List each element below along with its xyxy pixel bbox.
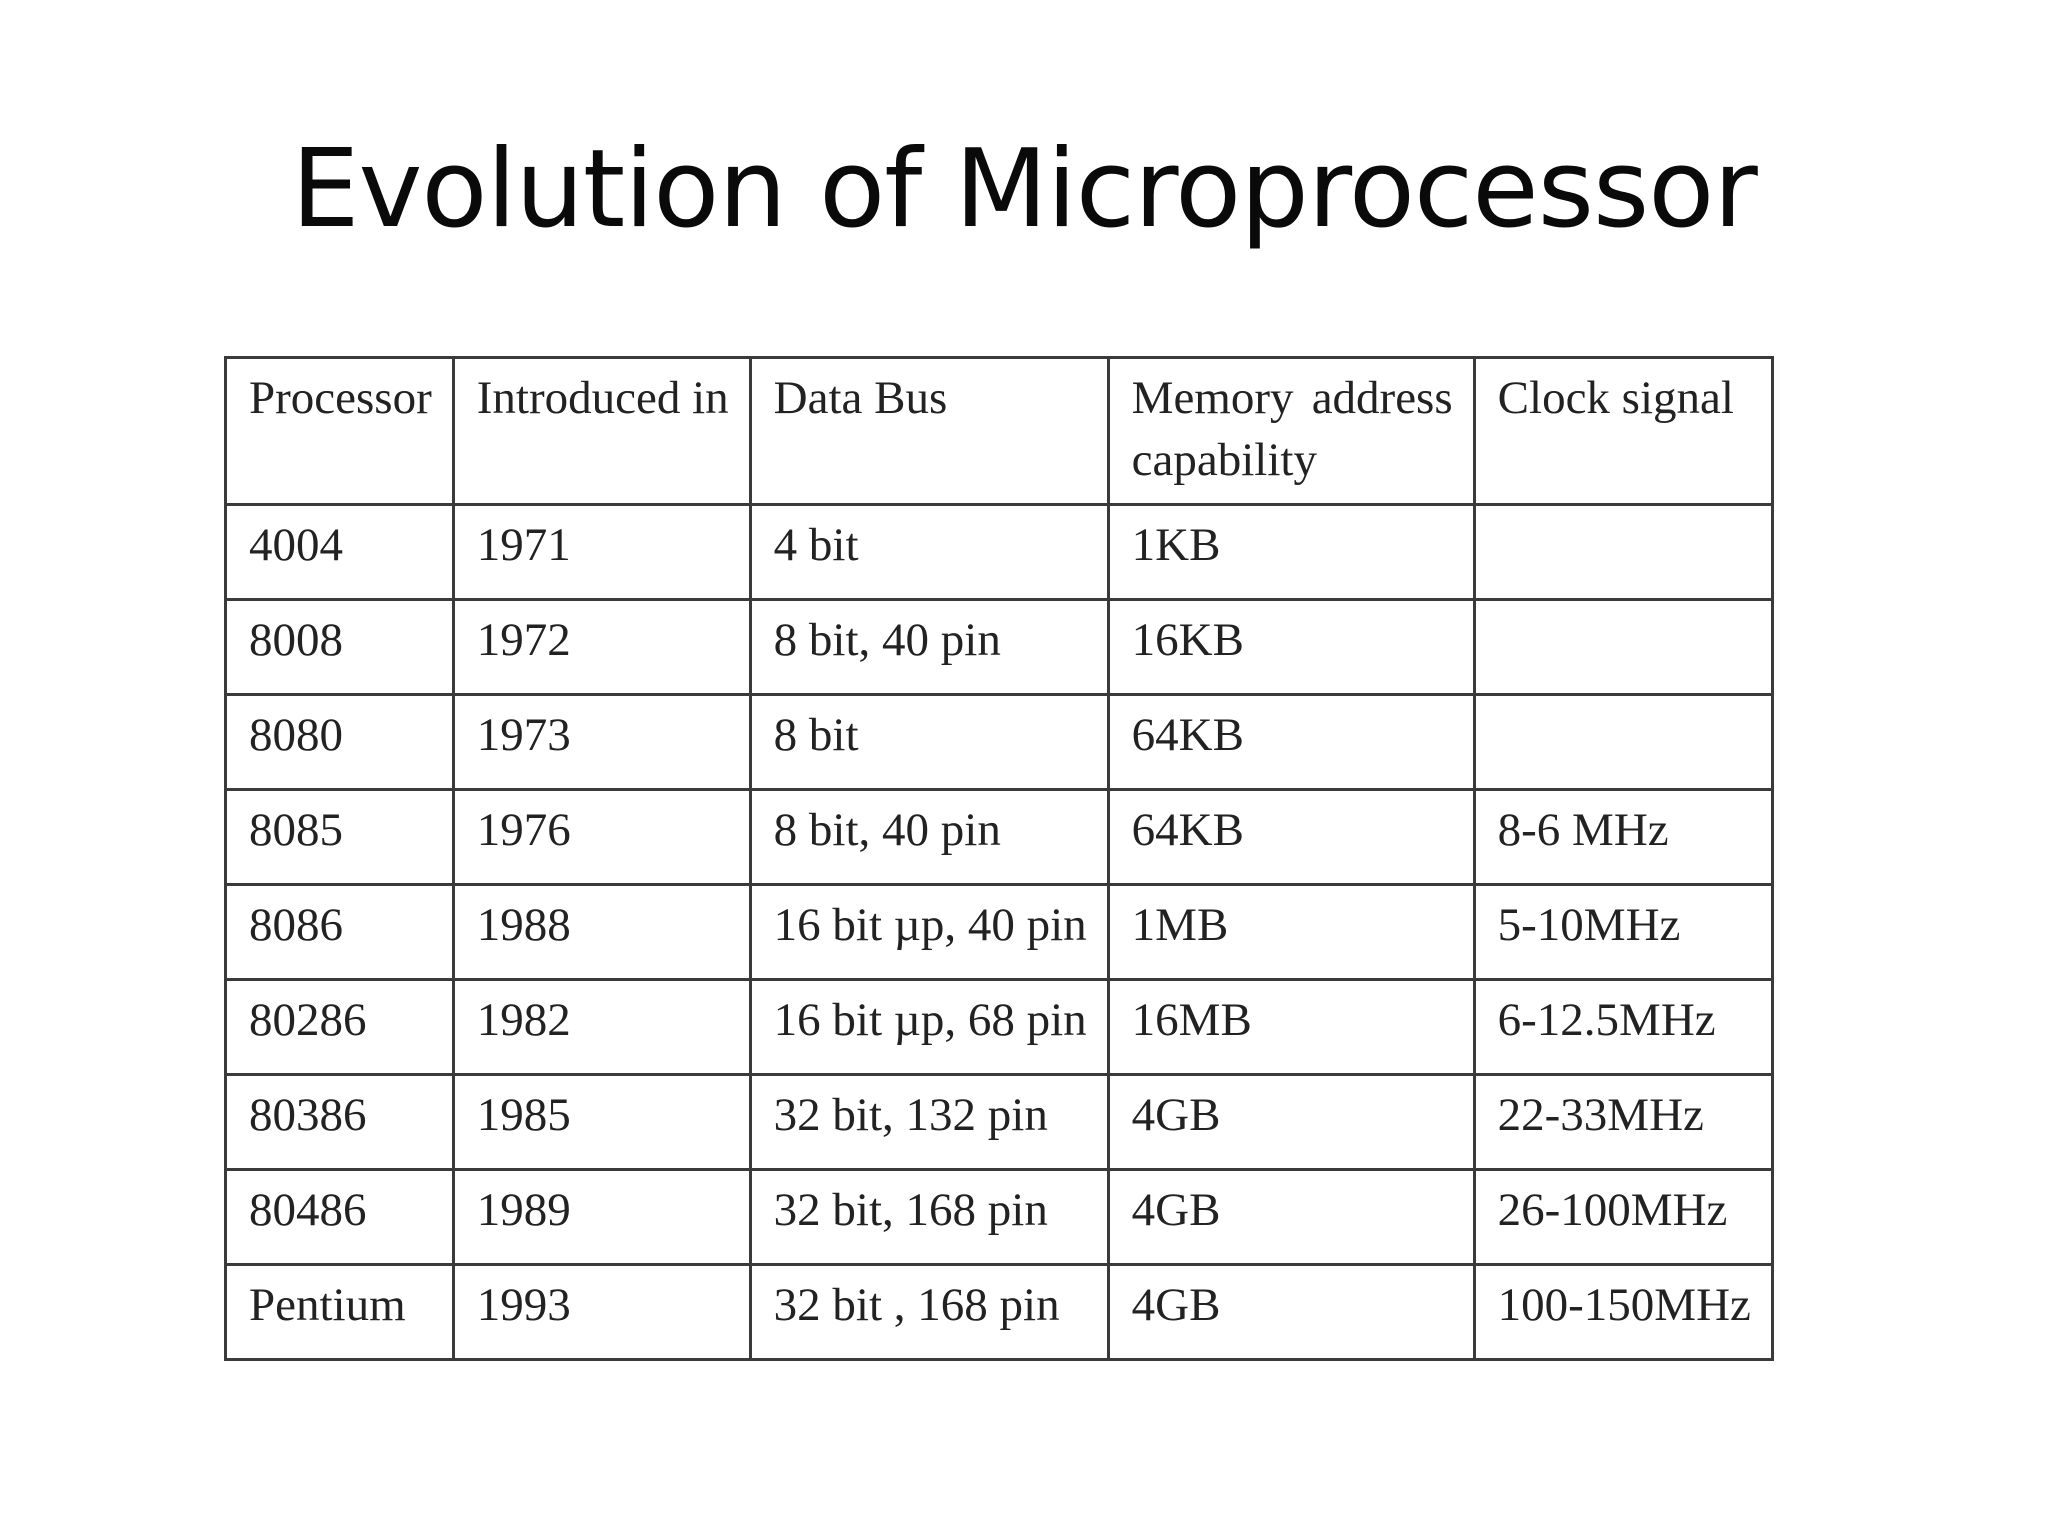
- header-memory-word1: Memory: [1131, 372, 1294, 424]
- cell-clock: [1472, 693, 1774, 791]
- header-memory-capability: Memory address capability: [1106, 356, 1476, 506]
- cell-introduced: 1989: [451, 1168, 752, 1266]
- cell-memory: 64KB: [1106, 693, 1476, 791]
- cell-clock: 6-12.5MHz: [1472, 978, 1774, 1076]
- cell-data-bus: 32 bit , 168 pin: [748, 1263, 1110, 1361]
- cell-data-bus: 4 bit: [748, 503, 1110, 601]
- cell-memory: 16KB: [1106, 598, 1476, 696]
- cell-memory: 64KB: [1106, 788, 1476, 886]
- cell-introduced: 1973: [451, 693, 752, 791]
- cell-memory: 4GB: [1106, 1263, 1476, 1361]
- cell-clock: 22-33MHz: [1472, 1073, 1774, 1171]
- header-memory-word2: address: [1311, 372, 1453, 424]
- cell-processor: 8086: [224, 883, 455, 981]
- cell-memory: 16MB: [1106, 978, 1476, 1076]
- table-row: 8085 1976 8 bit, 40 pin 64KB 8-6 MHz: [224, 788, 1774, 886]
- cell-processor: 8008: [224, 598, 455, 696]
- cell-memory: 1MB: [1106, 883, 1476, 981]
- cell-data-bus: 32 bit, 168 pin: [748, 1168, 1110, 1266]
- cell-memory: 4GB: [1106, 1168, 1476, 1266]
- cell-memory: 1KB: [1106, 503, 1476, 601]
- header-processor: Processor: [224, 356, 455, 506]
- cell-introduced: 1971: [451, 503, 752, 601]
- cell-processor: 80486: [224, 1168, 455, 1266]
- cell-processor: 4004: [224, 503, 455, 601]
- table-row: 80386 1985 32 bit, 132 pin 4GB 22-33MHz: [224, 1073, 1774, 1171]
- header-clock-signal: Clock signal: [1472, 356, 1774, 506]
- cell-processor: 80386: [224, 1073, 455, 1171]
- cell-memory: 4GB: [1106, 1073, 1476, 1171]
- header-memory-word3: capability: [1131, 434, 1317, 486]
- cell-processor: Pentium: [224, 1263, 455, 1361]
- cell-processor: 80286: [224, 978, 455, 1076]
- cell-processor: 8080: [224, 693, 455, 791]
- cell-introduced: 1982: [451, 978, 752, 1076]
- table-row: 8008 1972 8 bit, 40 pin 16KB: [224, 598, 1774, 696]
- cell-clock: [1472, 598, 1774, 696]
- cell-clock: 26-100MHz: [1472, 1168, 1774, 1266]
- header-data-bus: Data Bus: [748, 356, 1110, 506]
- cell-introduced: 1972: [451, 598, 752, 696]
- cell-clock: [1472, 503, 1774, 601]
- processor-table: Processor Introduced in Data Bus Memory …: [224, 356, 1774, 1361]
- table-row: 8086 1988 16 bit µp, 40 pin 1MB 5-10MHz: [224, 883, 1774, 981]
- cell-clock: 5-10MHz: [1472, 883, 1774, 981]
- cell-data-bus: 8 bit, 40 pin: [748, 598, 1110, 696]
- table-row: Pentium 1993 32 bit , 168 pin 4GB 100-15…: [224, 1263, 1774, 1361]
- table-row: 80286 1982 16 bit µp, 68 pin 16MB 6-12.5…: [224, 978, 1774, 1076]
- slide-title: Evolution of Microprocessor: [291, 127, 1758, 252]
- cell-introduced: 1985: [451, 1073, 752, 1171]
- table-row: 80486 1989 32 bit, 168 pin 4GB 26-100MHz: [224, 1168, 1774, 1266]
- cell-data-bus: 8 bit: [748, 693, 1110, 791]
- cell-clock: 8-6 MHz: [1472, 788, 1774, 886]
- processor-table-container: Processor Introduced in Data Bus Memory …: [224, 356, 1774, 1361]
- cell-data-bus: 16 bit µp, 40 pin: [748, 883, 1110, 981]
- cell-clock: 100-150MHz: [1472, 1263, 1774, 1361]
- cell-data-bus: 16 bit µp, 68 pin: [748, 978, 1110, 1076]
- header-introduced: Introduced in: [451, 356, 752, 506]
- cell-data-bus: 8 bit, 40 pin: [748, 788, 1110, 886]
- table-header-row: Processor Introduced in Data Bus Memory …: [224, 356, 1774, 506]
- table-row: 4004 1971 4 bit 1KB: [224, 503, 1774, 601]
- cell-introduced: 1993: [451, 1263, 752, 1361]
- cell-introduced: 1976: [451, 788, 752, 886]
- cell-data-bus: 32 bit, 132 pin: [748, 1073, 1110, 1171]
- cell-processor: 8085: [224, 788, 455, 886]
- cell-introduced: 1988: [451, 883, 752, 981]
- table-row: 8080 1973 8 bit 64KB: [224, 693, 1774, 791]
